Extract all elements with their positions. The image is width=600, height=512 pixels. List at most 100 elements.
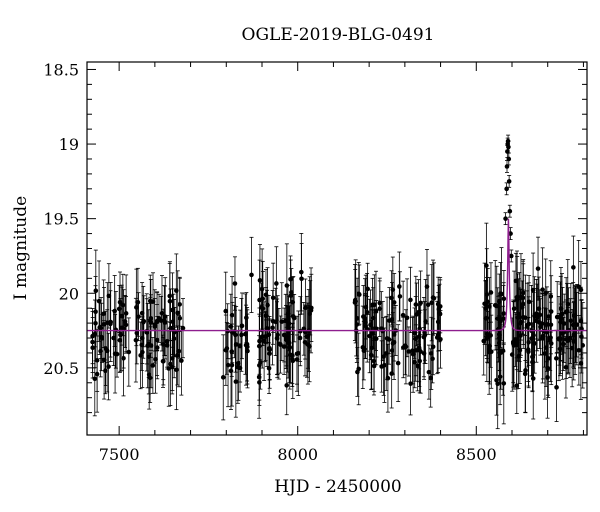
data-point	[123, 311, 129, 316]
y-tick-label: 19.5	[43, 210, 79, 229]
data-point	[135, 299, 141, 305]
data-point	[98, 348, 103, 354]
data-point	[261, 338, 267, 344]
data-point	[244, 315, 249, 321]
data-point	[117, 299, 123, 305]
data-point	[152, 322, 157, 328]
data-point	[150, 363, 156, 368]
x-tick-label: 8000	[277, 445, 318, 464]
data-point	[289, 352, 295, 358]
data-point	[362, 319, 368, 325]
data-point	[106, 293, 112, 299]
data-point	[243, 331, 248, 337]
data-point	[554, 314, 560, 320]
data-point	[418, 349, 423, 354]
data-point	[307, 344, 312, 349]
x-tick-label: 7500	[99, 445, 140, 464]
data-point	[223, 308, 229, 314]
data-point	[281, 344, 287, 349]
data-point	[164, 339, 170, 344]
data-layer	[87, 134, 587, 430]
data-point	[90, 333, 95, 339]
data-point	[578, 318, 584, 324]
y-axis-ticks: 18.5 19 19.5 20 20.5	[43, 60, 587, 414]
data-point	[536, 306, 542, 312]
data-point	[508, 253, 514, 259]
data-point	[94, 357, 100, 363]
data-point	[501, 311, 506, 316]
data-point	[302, 339, 308, 345]
data-point	[284, 383, 290, 388]
data-point	[180, 325, 186, 331]
data-point	[133, 337, 139, 343]
data-point	[545, 366, 551, 371]
data-point	[233, 379, 239, 384]
data-point	[424, 284, 430, 289]
data-point	[560, 331, 565, 336]
data-point	[371, 358, 377, 364]
data-point	[285, 340, 291, 345]
data-point	[147, 298, 153, 304]
data-point	[410, 348, 415, 353]
data-point	[372, 336, 378, 341]
data-point	[522, 371, 528, 377]
y-tick-label: 20	[59, 284, 79, 303]
data-point	[257, 278, 263, 283]
data-point	[514, 383, 520, 388]
data-point	[379, 364, 384, 369]
data-point	[546, 356, 551, 361]
data-point	[361, 314, 366, 319]
data-point	[144, 329, 150, 334]
data-point	[408, 381, 413, 386]
data-point	[576, 347, 582, 353]
data-point	[299, 269, 304, 275]
data-point	[225, 362, 231, 368]
data-point	[117, 337, 123, 343]
data-point	[355, 369, 360, 375]
data-point	[267, 347, 273, 353]
data-point	[294, 351, 300, 357]
data-point	[532, 341, 537, 346]
data-point	[365, 286, 370, 292]
data-point	[428, 375, 433, 381]
data-point	[383, 351, 389, 356]
data-point	[220, 375, 226, 380]
data-point	[116, 306, 122, 312]
data-point	[506, 144, 511, 150]
data-point	[148, 320, 154, 325]
data-point	[436, 306, 442, 312]
data-point	[391, 300, 397, 305]
data-point	[510, 339, 516, 345]
data-point	[384, 336, 390, 341]
data-point	[167, 298, 173, 304]
data-point	[236, 360, 241, 366]
data-point	[290, 358, 296, 364]
data-point	[526, 299, 532, 305]
data-point	[166, 366, 172, 371]
data-point	[506, 179, 512, 184]
data-point	[122, 319, 128, 324]
data-point	[413, 302, 419, 307]
data-point	[421, 334, 427, 340]
data-point	[274, 336, 280, 341]
data-point	[429, 300, 435, 305]
data-point	[352, 297, 358, 303]
data-point	[395, 360, 401, 366]
data-point	[239, 323, 245, 329]
data-point	[223, 347, 229, 353]
data-point	[154, 337, 160, 343]
data-point	[514, 297, 520, 302]
data-point	[484, 263, 489, 268]
data-point	[435, 319, 441, 325]
data-point	[106, 364, 111, 369]
data-point	[93, 320, 98, 326]
data-point	[580, 343, 586, 348]
data-point	[573, 322, 579, 327]
data-point	[229, 312, 235, 318]
data-point	[101, 311, 106, 317]
data-point	[548, 322, 554, 328]
data-point	[114, 351, 120, 357]
data-point	[381, 354, 386, 359]
data-point	[245, 344, 250, 350]
